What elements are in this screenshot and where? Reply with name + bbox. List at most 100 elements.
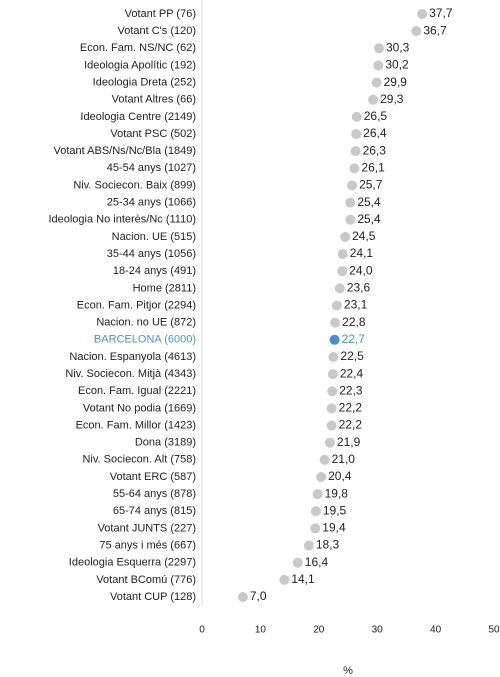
category-label: Econ. Fam. Millor (1423) — [76, 419, 196, 431]
dot — [345, 197, 356, 208]
value-label: 29,3 — [380, 92, 404, 106]
dot — [324, 437, 335, 448]
value-label: 26,3 — [363, 143, 387, 157]
x-tick-label: 30 — [372, 625, 384, 636]
category-label: Econ. Fam. NS/NC (62) — [80, 42, 196, 54]
value-label: 26,1 — [361, 160, 385, 174]
category-label: 18-24 anys (491) — [113, 265, 196, 277]
value-label: 14,1 — [291, 572, 315, 586]
category-label: 35-44 anys (1056) — [107, 248, 196, 260]
value-label: 36,7 — [423, 23, 447, 37]
category-label: Niv. Sociecon. Mitjà (4343) — [65, 368, 196, 380]
dot — [337, 266, 348, 277]
dot — [279, 574, 290, 585]
x-tick-label: 10 — [255, 625, 267, 636]
value-label: 20,4 — [328, 469, 352, 483]
value-label: 30,2 — [385, 58, 409, 72]
dot — [345, 214, 356, 225]
value-label: 22,3 — [339, 383, 363, 397]
dot — [329, 334, 340, 345]
dot — [334, 283, 345, 294]
dot — [411, 26, 422, 37]
category-label: 25-34 anys (1066) — [107, 197, 196, 209]
value-label: 29,9 — [384, 75, 408, 89]
value-label: 18,3 — [316, 538, 340, 552]
value-label: 26,5 — [364, 109, 388, 123]
value-label: 24,5 — [352, 229, 376, 243]
dot — [237, 592, 248, 602]
category-label: Ideologia Esquerra (2297) — [69, 557, 196, 569]
dot — [347, 180, 358, 191]
category-label: BARCELONA (6000) — [94, 334, 196, 346]
dot — [340, 231, 351, 242]
value-label: 25,7 — [359, 178, 383, 192]
category-label: Niv. Sociecon. Baix (899) — [73, 179, 196, 191]
dot — [373, 60, 384, 71]
x-tick-label: 50 — [488, 625, 500, 636]
value-label: 25,4 — [357, 195, 381, 209]
value-label: 22,7 — [342, 332, 366, 346]
category-label: Votant PSC (502) — [110, 128, 196, 140]
dot — [326, 420, 337, 431]
value-label: 19,4 — [322, 521, 346, 535]
dot — [331, 300, 342, 311]
dot — [319, 454, 330, 465]
dot — [417, 9, 428, 19]
category-label: Votant Altres (66) — [112, 94, 196, 106]
category-label: 45-54 anys (1027) — [107, 162, 196, 174]
category-label: Econ. Fam. Pitjor (2294) — [77, 299, 196, 311]
value-label: 22,2 — [339, 401, 363, 415]
x-tick-label: 40 — [430, 625, 442, 636]
category-label: 55-64 anys (878) — [113, 488, 196, 500]
dot — [337, 249, 348, 260]
x-tick-label: 20 — [313, 625, 325, 636]
value-label: 23,1 — [344, 298, 368, 312]
dot — [371, 77, 382, 88]
category-label: 65-74 anys (815) — [113, 505, 196, 517]
category-label: Votant PP (76) — [125, 8, 196, 20]
value-label: 21,9 — [337, 435, 361, 449]
category-label: Votant ABS/Ns/Nc/Bla (1849) — [54, 145, 196, 157]
category-label: Ideologia Dreta (252) — [93, 76, 196, 88]
dot — [351, 129, 362, 140]
dot — [292, 557, 303, 568]
category-label: Nacion. Espanyola (4613) — [69, 351, 196, 363]
category-label: Dona (3189) — [135, 437, 196, 449]
value-label: 19,8 — [325, 486, 349, 500]
dot — [368, 94, 379, 105]
dot — [349, 163, 360, 174]
dot — [350, 146, 361, 157]
category-label: Votant No podia (1669) — [83, 402, 196, 414]
category-label: Ideologia No interès/Nc (1110) — [48, 214, 196, 226]
dot — [303, 540, 314, 551]
category-label: Votant JUNTS (227) — [98, 522, 196, 534]
dot — [310, 523, 321, 534]
category-label: Nacion. no UE (872) — [96, 317, 196, 329]
dot — [327, 386, 338, 397]
value-label: 22,5 — [340, 349, 364, 363]
value-label: 30,3 — [386, 40, 410, 54]
value-label: 19,5 — [323, 503, 347, 517]
category-label: Niv. Sociecon. Alt (758) — [82, 454, 196, 466]
value-label: 25,4 — [357, 212, 381, 226]
dot — [326, 403, 337, 414]
value-label: 22,2 — [339, 418, 363, 432]
value-label: 23,6 — [347, 281, 371, 295]
category-label: Votant BComú (776) — [96, 574, 196, 586]
category-label: Home (2811) — [133, 282, 196, 294]
dot — [310, 506, 321, 517]
dot — [327, 369, 338, 380]
dot — [316, 471, 327, 482]
category-label: Votant C's (120) — [117, 25, 196, 37]
x-axis-label: % — [343, 665, 353, 677]
category-label: Votant CUP (128) — [110, 591, 196, 603]
value-label: 24,0 — [349, 263, 373, 277]
value-label: 7,0 — [250, 589, 267, 603]
category-label: Ideologia Apolític (192) — [84, 59, 196, 71]
value-label: 16,4 — [305, 555, 329, 569]
value-label: 22,4 — [340, 366, 364, 380]
category-label: Ideologia Centre (2149) — [80, 111, 196, 123]
category-label: Nacion. UE (515) — [112, 231, 196, 243]
dot — [312, 489, 323, 500]
